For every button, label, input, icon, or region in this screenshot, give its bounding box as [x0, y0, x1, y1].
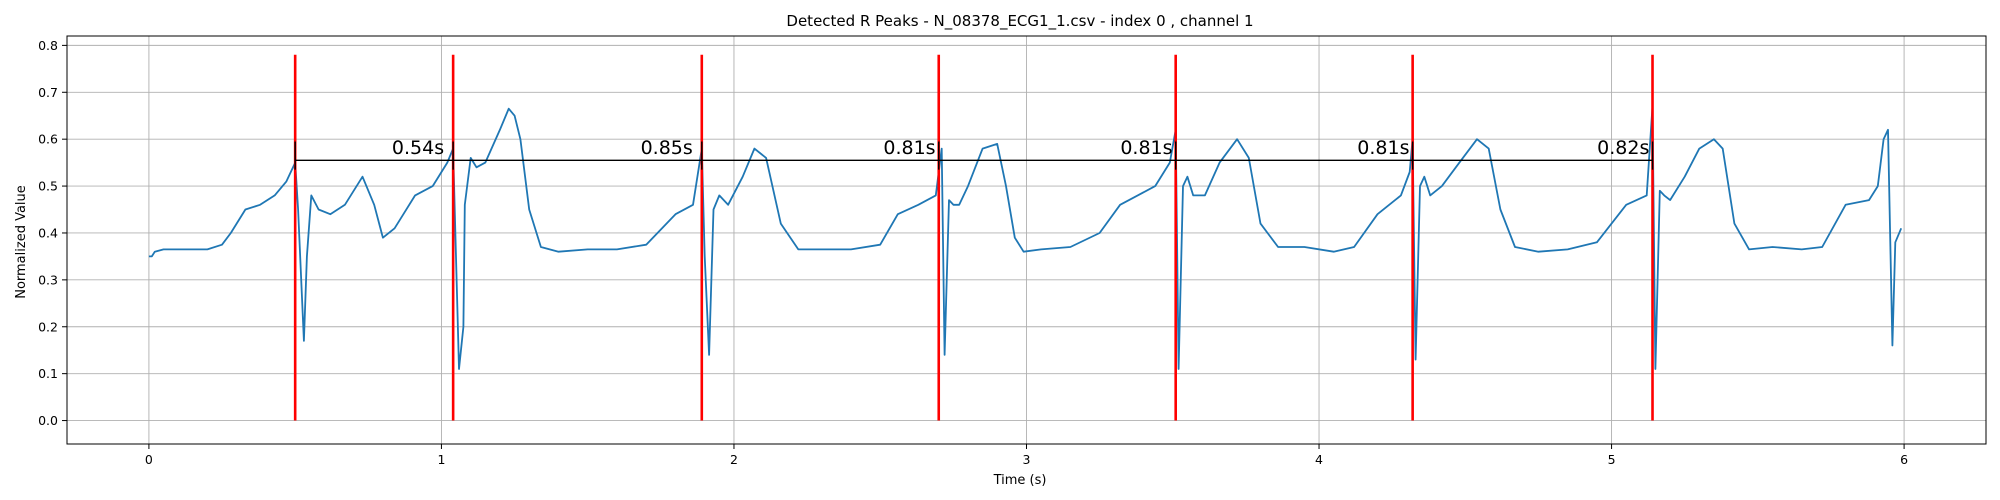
y-tick-label: 0.3	[38, 272, 58, 287]
signal-layer	[148, 105, 1903, 370]
rr-interval-label: 0.81s	[1357, 137, 1409, 159]
x-tick-label: 4	[1315, 452, 1323, 467]
y-tick-label: 0.1	[38, 366, 58, 381]
y-tick-label: 0.5	[38, 179, 58, 194]
plot-frame	[66, 35, 1987, 445]
y-tick-label: 0.2	[38, 319, 58, 334]
y-tick-label: 0.0	[38, 413, 58, 428]
y-tick-label: 0.8	[38, 38, 58, 53]
x-tick-label: 2	[730, 452, 738, 467]
axes: 0 1 2 3 4 5 6 0.0 0.1 0.2 0.3 0.4 0.5 0.6 0.7 0.8	[38, 35, 1987, 467]
y-tick-label: 0.7	[38, 85, 58, 100]
x-axis-label: Time (s)	[993, 473, 1047, 488]
x-tick-label: 0	[145, 452, 153, 467]
y-axis-label: Normalized Value	[14, 185, 29, 299]
ecg-signal-line	[148, 105, 1903, 370]
interval-annotations: 0.54s 0.85s 0.81s 0.81s 0.81s 0.82s	[294, 137, 1654, 170]
y-tick-label: 0.4	[38, 225, 58, 240]
x-tick-label: 5	[1608, 452, 1616, 467]
y-tick-label: 0.6	[38, 132, 58, 147]
peak-markers	[293, 54, 1654, 421]
x-tick-label: 6	[1900, 452, 1908, 467]
x-tick-label: 3	[1023, 452, 1031, 467]
chart-title: Detected R Peaks - N_08378_ECG1_1.csv - …	[786, 12, 1253, 31]
rr-interval-label: 0.81s	[883, 137, 935, 159]
rr-interval-label: 0.54s	[392, 137, 444, 159]
rr-interval-label: 0.85s	[641, 137, 693, 159]
x-tick-label: 1	[437, 452, 445, 467]
rr-interval-label: 0.81s	[1120, 137, 1172, 159]
grid	[67, 36, 1986, 444]
rr-interval-label: 0.82s	[1597, 137, 1649, 159]
